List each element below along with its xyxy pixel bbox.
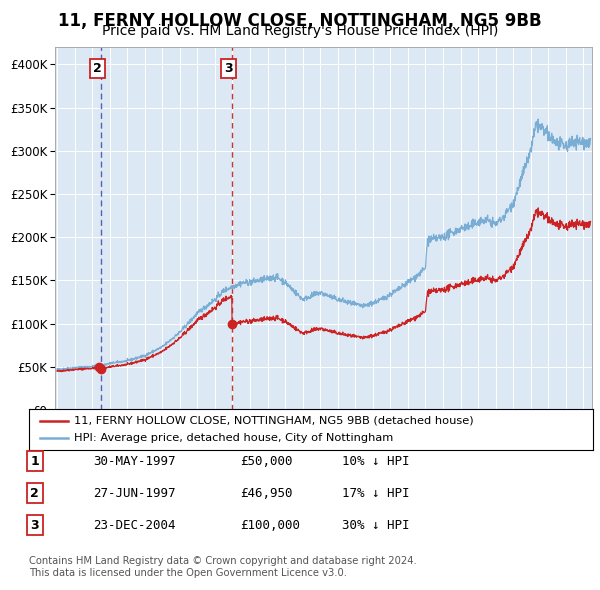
Text: £100,000: £100,000 xyxy=(240,519,300,532)
Text: 3: 3 xyxy=(31,519,39,532)
Text: Contains HM Land Registry data © Crown copyright and database right 2024.: Contains HM Land Registry data © Crown c… xyxy=(29,556,416,566)
Text: 23-DEC-2004: 23-DEC-2004 xyxy=(93,519,176,532)
Text: 11, FERNY HOLLOW CLOSE, NOTTINGHAM, NG5 9BB: 11, FERNY HOLLOW CLOSE, NOTTINGHAM, NG5 … xyxy=(58,12,542,30)
Text: 2: 2 xyxy=(93,63,102,76)
Text: HPI: Average price, detached house, City of Nottingham: HPI: Average price, detached house, City… xyxy=(74,433,393,443)
Text: 17% ↓ HPI: 17% ↓ HPI xyxy=(342,487,409,500)
Text: £46,950: £46,950 xyxy=(240,487,293,500)
Text: 30-MAY-1997: 30-MAY-1997 xyxy=(93,455,176,468)
Text: 11, FERNY HOLLOW CLOSE, NOTTINGHAM, NG5 9BB (detached house): 11, FERNY HOLLOW CLOSE, NOTTINGHAM, NG5 … xyxy=(74,416,473,426)
Text: 1: 1 xyxy=(31,455,39,468)
Text: Price paid vs. HM Land Registry's House Price Index (HPI): Price paid vs. HM Land Registry's House … xyxy=(102,24,498,38)
Text: 10% ↓ HPI: 10% ↓ HPI xyxy=(342,455,409,468)
Text: 30% ↓ HPI: 30% ↓ HPI xyxy=(342,519,409,532)
Text: 3: 3 xyxy=(224,63,233,76)
Text: 2: 2 xyxy=(31,487,39,500)
Text: 27-JUN-1997: 27-JUN-1997 xyxy=(93,487,176,500)
Text: This data is licensed under the Open Government Licence v3.0.: This data is licensed under the Open Gov… xyxy=(29,568,347,578)
Text: £50,000: £50,000 xyxy=(240,455,293,468)
